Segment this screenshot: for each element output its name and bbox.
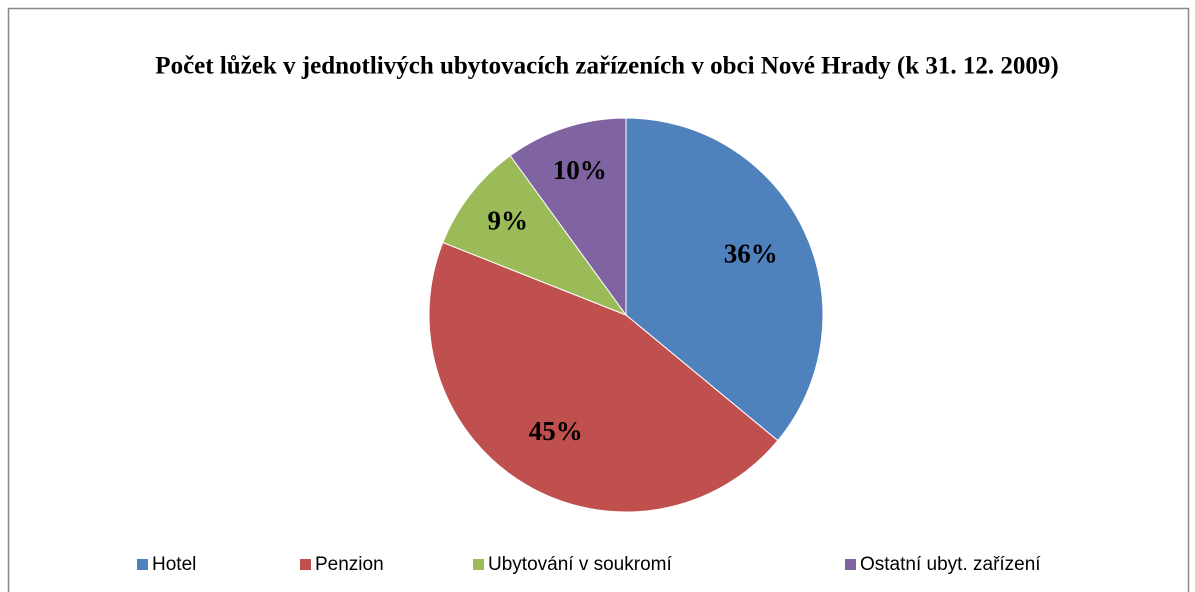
legend-swatch — [473, 559, 484, 570]
data-label: 9% — [487, 205, 528, 235]
legend-swatch — [300, 559, 311, 570]
legend-swatch — [137, 559, 148, 570]
pie-slice — [625, 117, 824, 442]
legend-label: Ubytování v soukromí — [488, 554, 672, 575]
data-label: 36% — [724, 238, 778, 268]
legend-label: Ostatní ubyt. zařízení — [860, 554, 1041, 575]
legend-swatch — [845, 559, 856, 570]
data-label: 45% — [529, 416, 583, 446]
chart-title: Počet lůžek v jednotlivých ubytovacích z… — [155, 53, 1058, 80]
legend-label: Hotel — [152, 554, 196, 575]
pie-slice — [509, 117, 627, 317]
data-label: 10% — [553, 155, 607, 185]
pie-slice — [428, 241, 779, 513]
legend-label: Penzion — [315, 554, 384, 575]
pie-slice — [442, 154, 628, 317]
